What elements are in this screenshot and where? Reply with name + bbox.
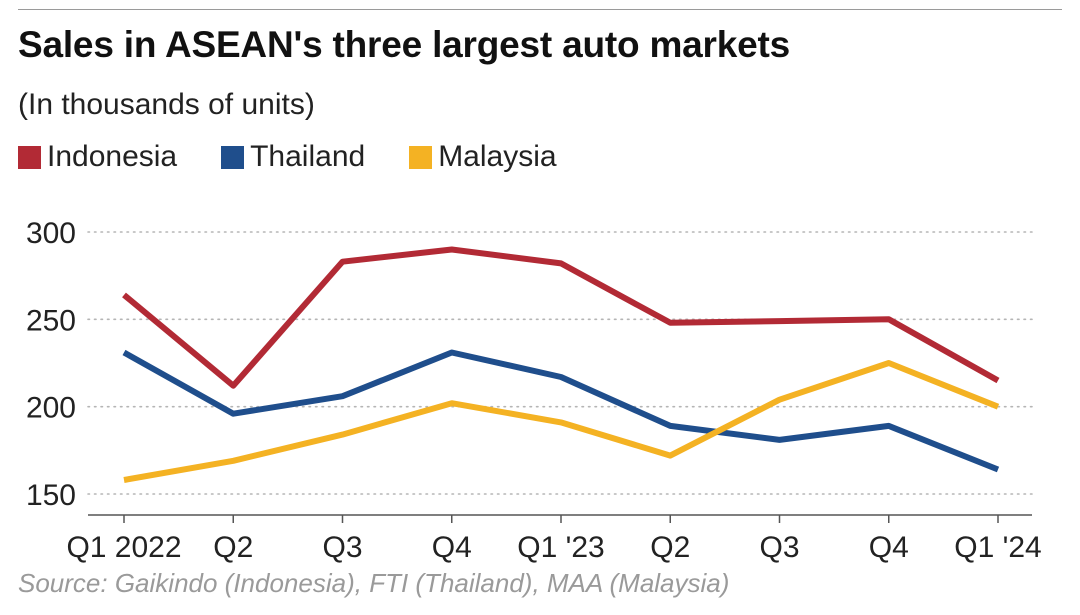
x-tick-label: Q4: [869, 531, 909, 564]
top-rule: [18, 9, 1062, 10]
legend-item-indonesia: Indonesia: [18, 140, 177, 174]
x-tick-label: Q1 '23: [517, 531, 604, 564]
legend-label-indonesia: Indonesia: [47, 140, 178, 173]
y-tick-label: 150: [26, 479, 76, 512]
x-tick-label: Q2: [213, 531, 253, 564]
legend: Indonesia Thailand Malaysia: [18, 140, 601, 174]
y-tick-label: 200: [26, 392, 76, 425]
y-tick-label: 300: [26, 217, 76, 250]
legend-label-malaysia: Malaysia: [438, 140, 557, 173]
x-tick-label: Q2: [650, 531, 690, 564]
x-tick-label: Q1 '24: [954, 531, 1041, 564]
x-tick-label: Q3: [759, 531, 799, 564]
chart-title: Sales in ASEAN's three largest auto mark…: [18, 24, 791, 65]
y-tick-label: 250: [26, 304, 76, 337]
source-note: Source: Gaikindo (Indonesia), FTI (Thail…: [18, 568, 730, 598]
legend-swatch-indonesia: [18, 145, 41, 169]
legend-item-thailand: Thailand: [221, 140, 365, 174]
series-line-malaysia: [123, 360, 1000, 483]
x-tick-label: Q3: [322, 531, 362, 564]
x-tick-label: Q1 2022: [66, 531, 181, 564]
legend-label-thailand: Thailand: [250, 140, 366, 173]
legend-swatch-thailand: [221, 145, 245, 169]
series-line-thailand: [122, 349, 1000, 473]
legend-item-malaysia: Malaysia: [409, 140, 557, 174]
chart-subtitle: (In thousands of units): [18, 88, 315, 121]
series-line-indonesia: [122, 246, 1000, 389]
legend-swatch-malaysia: [409, 145, 433, 169]
x-tick-label: Q4: [432, 531, 472, 564]
